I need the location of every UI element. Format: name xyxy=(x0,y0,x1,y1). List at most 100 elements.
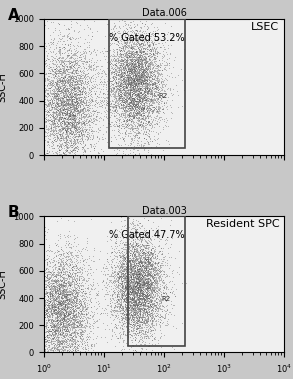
Point xyxy=(68,331,73,337)
Point xyxy=(145,277,150,283)
Point xyxy=(146,103,151,110)
Point xyxy=(50,290,55,296)
Point xyxy=(48,118,53,124)
Point xyxy=(129,279,134,285)
Point xyxy=(127,271,131,277)
Point xyxy=(137,90,142,96)
Point xyxy=(68,41,73,47)
Point xyxy=(137,299,142,305)
Point xyxy=(131,279,136,285)
Point xyxy=(126,61,131,67)
Point xyxy=(120,325,125,331)
Point xyxy=(155,260,160,266)
Point xyxy=(137,319,142,325)
Point xyxy=(112,262,117,268)
Point xyxy=(109,308,113,314)
Point xyxy=(67,89,71,96)
Point xyxy=(135,315,140,321)
Point xyxy=(76,133,81,139)
Point xyxy=(135,236,140,242)
Point xyxy=(142,56,147,62)
Point xyxy=(86,283,91,290)
Point xyxy=(78,127,83,133)
Point xyxy=(61,300,65,306)
Point xyxy=(144,245,149,251)
Point xyxy=(149,321,154,327)
Point xyxy=(83,92,88,99)
Point xyxy=(143,78,148,85)
Point xyxy=(45,83,50,89)
Point xyxy=(56,299,61,305)
Point xyxy=(146,281,151,287)
Point xyxy=(155,136,160,143)
Point xyxy=(162,269,166,275)
Point xyxy=(71,308,76,314)
Point xyxy=(63,269,68,275)
Point xyxy=(71,349,75,356)
Point xyxy=(103,81,108,87)
Point xyxy=(124,263,129,269)
Point xyxy=(133,258,138,265)
Point xyxy=(144,75,149,81)
Point xyxy=(72,50,77,56)
Point xyxy=(135,35,139,41)
Point xyxy=(116,60,121,66)
Point xyxy=(125,43,130,49)
Point xyxy=(89,304,93,310)
Point xyxy=(138,61,143,67)
Point xyxy=(137,281,142,287)
Point xyxy=(44,277,49,283)
Point xyxy=(127,68,132,74)
Point xyxy=(66,254,70,260)
Point xyxy=(51,124,55,130)
Point xyxy=(124,275,129,281)
Point xyxy=(151,106,156,112)
Point xyxy=(77,88,81,94)
Point xyxy=(156,100,161,106)
Point xyxy=(77,300,82,306)
Point xyxy=(58,322,63,328)
Point xyxy=(117,319,122,325)
Point xyxy=(42,321,47,327)
Point xyxy=(60,299,65,305)
Point xyxy=(123,70,128,76)
Point xyxy=(58,262,63,268)
Point xyxy=(134,71,139,77)
Point xyxy=(129,319,134,325)
Point xyxy=(45,247,50,253)
Point xyxy=(49,282,53,288)
Point xyxy=(131,244,135,250)
Point xyxy=(138,122,143,128)
Point xyxy=(64,341,69,347)
Point xyxy=(149,225,154,231)
Point xyxy=(115,335,120,341)
Point xyxy=(145,113,149,119)
Point xyxy=(82,121,87,127)
Point xyxy=(126,243,131,249)
Point xyxy=(130,44,135,50)
Point xyxy=(136,66,141,72)
Point xyxy=(72,60,77,66)
Point xyxy=(43,71,47,77)
Point xyxy=(117,294,122,301)
Point xyxy=(45,296,50,302)
Point xyxy=(57,310,62,316)
Point xyxy=(139,236,144,243)
Point xyxy=(134,83,139,89)
Point xyxy=(141,314,146,320)
Point xyxy=(140,49,145,55)
Point xyxy=(64,82,68,88)
Point xyxy=(153,60,158,66)
Point xyxy=(51,318,56,324)
Point xyxy=(150,138,154,144)
Point xyxy=(71,103,75,109)
Point xyxy=(118,274,123,280)
Point xyxy=(147,135,152,141)
Point xyxy=(123,332,128,338)
Point xyxy=(58,152,62,158)
Point xyxy=(138,56,143,62)
Point xyxy=(42,318,47,324)
Point xyxy=(61,290,66,296)
Point xyxy=(129,50,133,56)
Point xyxy=(125,28,130,34)
